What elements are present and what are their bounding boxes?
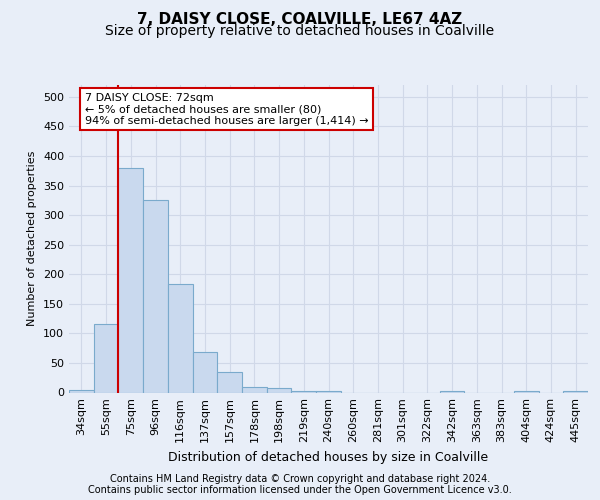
X-axis label: Distribution of detached houses by size in Coalville: Distribution of detached houses by size … bbox=[169, 451, 488, 464]
Bar bbox=[514, 390, 539, 392]
Bar bbox=[267, 388, 292, 392]
Bar bbox=[217, 372, 242, 392]
Y-axis label: Number of detached properties: Number of detached properties bbox=[28, 151, 37, 326]
Text: Size of property relative to detached houses in Coalville: Size of property relative to detached ho… bbox=[106, 24, 494, 38]
Bar bbox=[193, 352, 217, 393]
Text: Contains public sector information licensed under the Open Government Licence v3: Contains public sector information licen… bbox=[88, 485, 512, 495]
Bar bbox=[292, 390, 316, 392]
Bar bbox=[316, 390, 341, 392]
Bar bbox=[242, 386, 267, 392]
Bar bbox=[69, 390, 94, 392]
Text: 7 DAISY CLOSE: 72sqm
← 5% of detached houses are smaller (80)
94% of semi-detach: 7 DAISY CLOSE: 72sqm ← 5% of detached ho… bbox=[85, 92, 368, 126]
Bar bbox=[440, 390, 464, 392]
Bar bbox=[563, 390, 588, 392]
Text: 7, DAISY CLOSE, COALVILLE, LE67 4AZ: 7, DAISY CLOSE, COALVILLE, LE67 4AZ bbox=[137, 12, 463, 28]
Bar bbox=[118, 168, 143, 392]
Bar bbox=[168, 284, 193, 393]
Bar bbox=[94, 324, 118, 392]
Bar bbox=[143, 200, 168, 392]
Text: Contains HM Land Registry data © Crown copyright and database right 2024.: Contains HM Land Registry data © Crown c… bbox=[110, 474, 490, 484]
